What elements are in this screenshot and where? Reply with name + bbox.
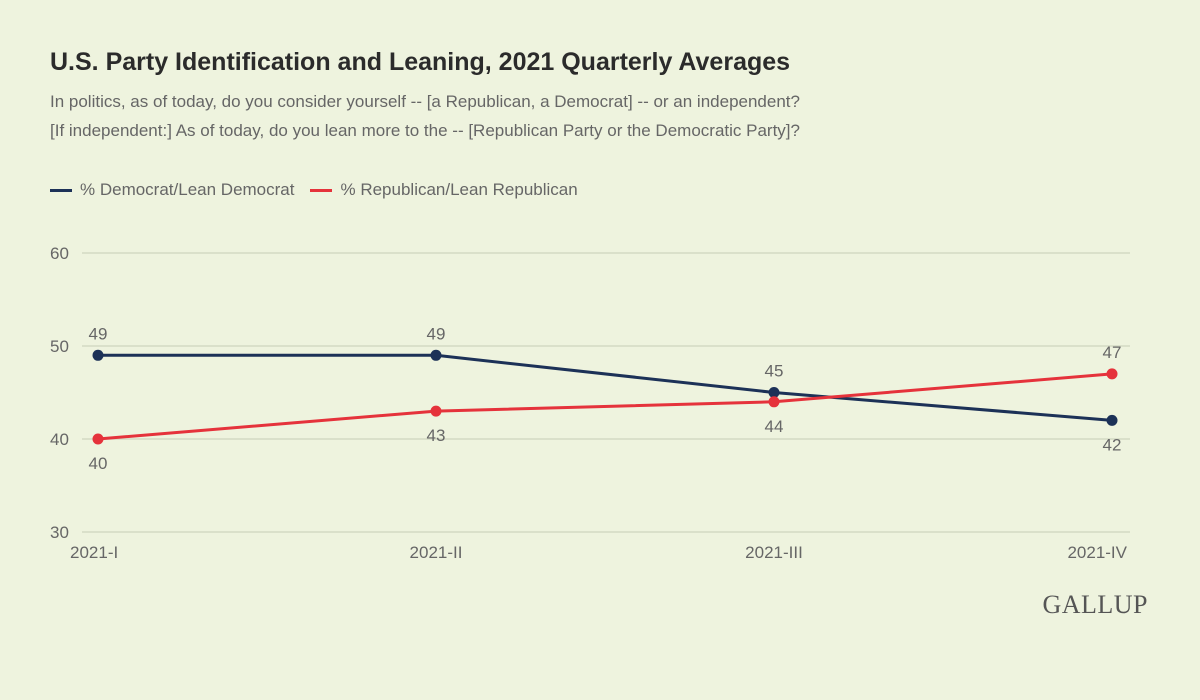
legend: % Democrat/Lean Democrat % Republican/Le… xyxy=(50,180,578,200)
chart-subtitle-line-2: [If independent:] As of today, do you le… xyxy=(50,121,800,140)
data-label: 49 xyxy=(89,324,108,343)
legend-item-democrat: % Democrat/Lean Democrat xyxy=(50,180,294,200)
legend-item-republican: % Republican/Lean Republican xyxy=(310,180,578,200)
y-tick-label: 40 xyxy=(50,430,69,449)
legend-swatch xyxy=(50,188,72,192)
data-label: 40 xyxy=(89,454,108,473)
x-tick-label: 2021-III xyxy=(745,543,803,562)
data-point xyxy=(1106,414,1118,426)
data-label: 49 xyxy=(427,324,446,343)
data-point xyxy=(1106,368,1118,380)
x-tick-label: 2021-II xyxy=(410,543,463,562)
chart-title: U.S. Party Identification and Leaning, 2… xyxy=(50,48,791,76)
series-line xyxy=(98,353,1113,422)
data-point xyxy=(768,387,780,398)
y-tick-label: 30 xyxy=(50,523,69,542)
data-point xyxy=(768,396,780,408)
data-label: 42 xyxy=(1103,435,1122,454)
data-point xyxy=(92,433,104,445)
legend-label: % Democrat/Lean Democrat xyxy=(80,180,295,199)
legend-swatch xyxy=(310,188,333,192)
data-label: 45 xyxy=(765,362,784,381)
data-point xyxy=(430,349,442,361)
data-label: 44 xyxy=(765,417,784,436)
x-tick-label: 2021-IV xyxy=(1067,543,1127,562)
y-tick-label: 50 xyxy=(50,337,69,356)
data-label: 43 xyxy=(427,426,446,445)
gallup-logo: GALLUP xyxy=(1042,590,1148,619)
x-tick-label: 2021-I xyxy=(70,543,118,562)
legend-label: % Republican/Lean Republican xyxy=(340,180,578,199)
y-tick-label: 60 xyxy=(50,244,69,263)
data-point xyxy=(430,405,442,417)
data-point xyxy=(92,349,104,361)
data-label: 47 xyxy=(1103,343,1122,362)
chart-subtitle-line-1: In politics, as of today, do you conside… xyxy=(50,92,800,111)
series-line xyxy=(97,372,1113,441)
